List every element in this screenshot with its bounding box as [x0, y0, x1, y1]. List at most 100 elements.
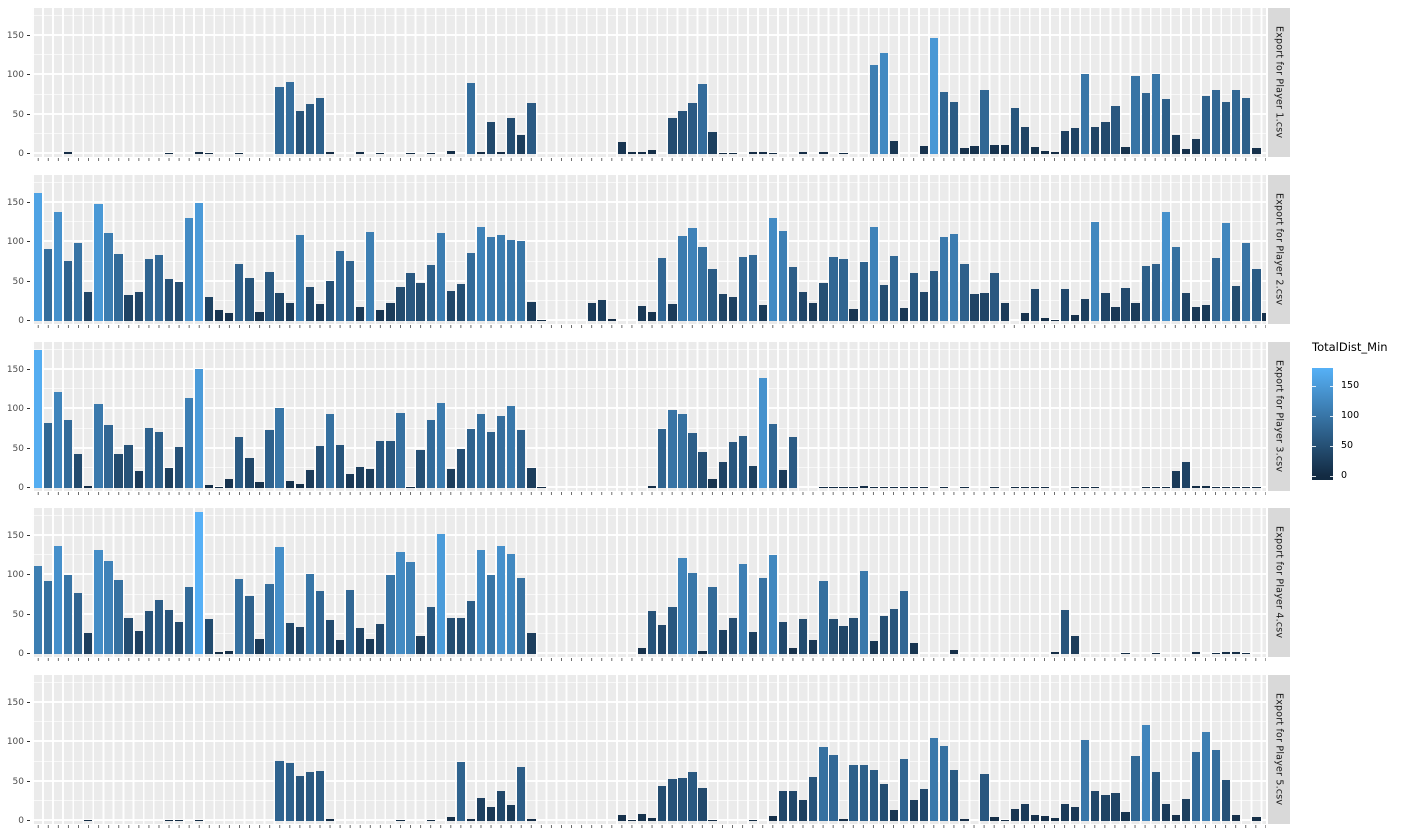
panel-player-4	[32, 508, 1266, 657]
bar	[416, 635, 425, 654]
minor-gridline	[32, 721, 1266, 723]
bar	[356, 466, 365, 488]
bar	[164, 820, 173, 821]
bar	[819, 152, 828, 154]
bar	[245, 596, 254, 654]
bar	[1111, 306, 1120, 321]
bar	[960, 487, 969, 488]
y-tick-label: 0	[18, 483, 24, 493]
bar	[486, 237, 496, 321]
bar	[1211, 487, 1221, 488]
bar	[1191, 652, 1201, 654]
bar	[829, 487, 838, 488]
bar	[275, 760, 284, 821]
bar	[879, 487, 888, 488]
bar	[325, 620, 335, 654]
bar	[1060, 288, 1070, 321]
bar	[829, 619, 838, 654]
bar	[1141, 265, 1150, 321]
bar	[1030, 146, 1040, 154]
minor-gridline	[32, 800, 1266, 802]
bar	[245, 277, 254, 321]
bar	[1181, 149, 1191, 154]
bar	[1071, 635, 1080, 654]
x-axis-ticks	[32, 325, 1266, 329]
bar	[325, 280, 335, 321]
bar	[909, 487, 919, 488]
bar	[184, 586, 194, 654]
legend-tick-mark	[1329, 446, 1333, 448]
y-tick-label: 50	[12, 609, 24, 620]
bar	[275, 292, 284, 321]
minor-gridline	[32, 54, 1266, 56]
minor-gridline	[32, 467, 1266, 469]
bar	[748, 631, 758, 654]
vertical-gridlines	[32, 342, 1266, 491]
bar	[64, 575, 73, 654]
bar	[839, 487, 848, 488]
bar	[396, 412, 405, 488]
bar	[1242, 487, 1251, 488]
bar	[809, 776, 818, 821]
bar	[1211, 749, 1221, 821]
y-axis: 0 50 100 150	[0, 508, 32, 659]
bar	[869, 641, 878, 654]
bar	[235, 436, 244, 488]
bar	[1020, 487, 1029, 488]
bar	[668, 779, 677, 821]
bar	[940, 745, 949, 821]
bar	[1050, 817, 1060, 821]
bar	[1040, 816, 1050, 821]
bar	[517, 578, 526, 654]
bar	[43, 249, 53, 321]
bar	[1201, 731, 1211, 821]
bar	[698, 246, 707, 321]
minor-gridline	[32, 427, 1266, 429]
y-tick-mark	[27, 408, 30, 409]
bar	[859, 764, 868, 821]
y-tick-mark	[27, 741, 30, 742]
bar	[466, 253, 476, 321]
facet-strip: Export for Player 5.csv	[1268, 675, 1290, 824]
bar	[134, 631, 143, 654]
legend-tick-label: 50	[1341, 440, 1354, 452]
bar	[668, 118, 677, 154]
bar	[345, 260, 355, 321]
bar	[940, 92, 949, 154]
vertical-gridlines	[32, 675, 1266, 824]
bar	[688, 103, 697, 154]
bar	[335, 444, 345, 488]
bar	[325, 151, 335, 154]
bar	[799, 619, 808, 654]
bar	[819, 746, 828, 821]
bar	[144, 427, 153, 488]
bar	[829, 755, 838, 821]
bar	[1232, 815, 1241, 821]
bar	[164, 468, 173, 488]
bar	[940, 487, 949, 488]
bar	[839, 819, 848, 821]
legend-tick-mark	[1329, 386, 1333, 388]
bar	[617, 142, 627, 154]
facet-strip-label: Export for Player 4.csv	[1273, 526, 1285, 639]
major-gridline	[32, 33, 1266, 36]
bar	[708, 820, 717, 821]
bar	[345, 590, 355, 654]
bar	[627, 820, 637, 821]
bar	[497, 416, 506, 488]
bar	[1181, 293, 1191, 321]
bar	[778, 621, 788, 654]
legend-tick-mark	[1329, 416, 1333, 418]
minor-gridline	[32, 14, 1266, 16]
bar	[386, 575, 395, 654]
bar	[134, 470, 143, 488]
bar	[839, 626, 848, 654]
bar	[728, 297, 737, 321]
y-tick-mark	[27, 74, 30, 75]
bar	[265, 583, 274, 654]
bar	[305, 574, 314, 654]
bar	[194, 820, 204, 821]
legend-tick-mark	[1329, 475, 1333, 477]
bar	[859, 486, 868, 488]
bar	[33, 565, 43, 654]
